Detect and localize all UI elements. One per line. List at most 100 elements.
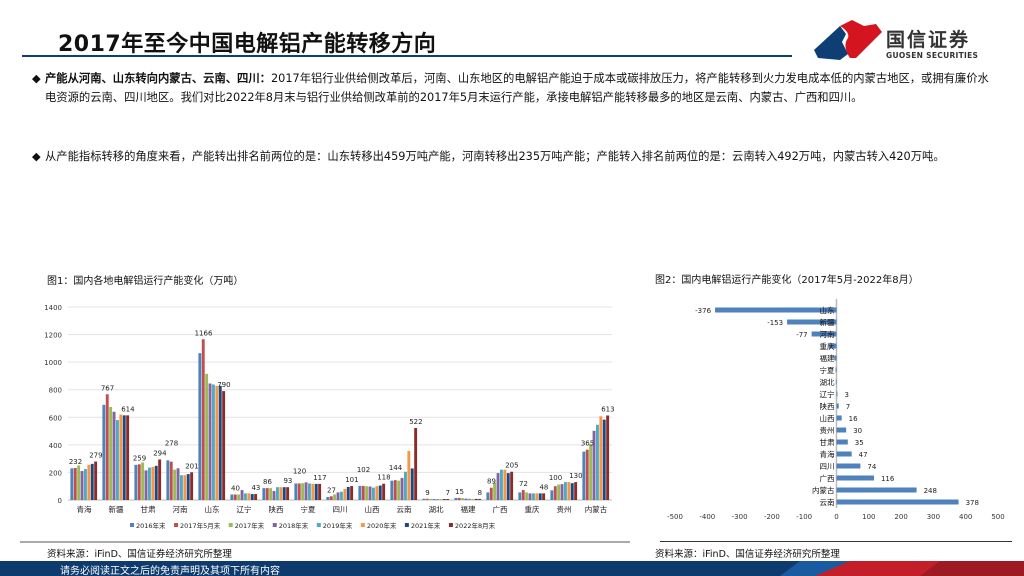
bar-2017年末 xyxy=(333,494,337,500)
bar-2016年末 xyxy=(422,498,426,500)
bar xyxy=(715,307,837,313)
bar-2017年5月末 xyxy=(585,449,589,500)
bar-2021年末 xyxy=(378,485,382,500)
data-label: 130 xyxy=(569,472,582,480)
bar-2016年末 xyxy=(486,492,490,500)
bar-2020年末 xyxy=(343,488,347,500)
bar-2016年末 xyxy=(518,492,522,500)
data-label: 522 xyxy=(409,418,422,426)
data-label: 8 xyxy=(478,489,482,497)
bar-2016年末 xyxy=(166,460,170,500)
figure-1-divider xyxy=(20,541,630,543)
bar-2017年末 xyxy=(173,469,177,500)
bar-2017年5月末 xyxy=(73,468,77,500)
bar xyxy=(836,463,861,469)
bar-2022年8月末 xyxy=(158,459,162,500)
y-tick-label: 600 xyxy=(49,414,62,422)
bar-2019年末 xyxy=(148,467,151,500)
bar-2017年末 xyxy=(493,482,497,500)
category-label: 山东 xyxy=(205,504,220,514)
logo-text-en: GUOSEN SECURITIES xyxy=(886,51,979,60)
bar-2020年末 xyxy=(599,416,603,500)
data-label: 35 xyxy=(855,439,864,447)
bar-2020年末 xyxy=(407,450,411,500)
bar-2020年末 xyxy=(183,475,187,500)
legend-swatch xyxy=(448,523,453,527)
category-label: 内蒙古 xyxy=(585,504,608,514)
category-label: 宁夏 xyxy=(301,504,316,514)
y-tick-label: 1000 xyxy=(44,359,62,367)
data-label: 1166 xyxy=(195,329,213,337)
bar-2019年末 xyxy=(564,482,567,500)
legend-swatch xyxy=(404,523,409,527)
bar-2020年末 xyxy=(87,464,91,500)
y-tick-label: 1200 xyxy=(44,332,62,340)
footer-decoration xyxy=(780,561,1024,576)
category-label: 陕西 xyxy=(269,504,284,514)
bar xyxy=(834,355,837,361)
bar-2016年末 xyxy=(294,483,298,500)
data-label: 614 xyxy=(121,405,135,413)
bar-2016年末 xyxy=(358,485,362,500)
y-tick-label: 200 xyxy=(49,469,62,477)
bar-2019年末 xyxy=(276,487,279,500)
bar-2016年末 xyxy=(326,496,330,500)
data-label: 72 xyxy=(519,480,528,488)
data-label: 43 xyxy=(251,484,260,492)
legend-label: 2019年末 xyxy=(323,521,353,530)
category-label: 福建 xyxy=(820,353,835,363)
bar xyxy=(835,367,837,373)
bar-2016年末 xyxy=(230,494,234,500)
category-label: 重庆 xyxy=(525,504,540,514)
bar-2019年末 xyxy=(84,468,87,500)
bar-2019年末 xyxy=(244,493,247,500)
bar-2017年末 xyxy=(365,486,369,500)
bar-2022年8月末 xyxy=(574,482,578,500)
data-label: 7 xyxy=(446,489,450,497)
bar-2016年末 xyxy=(102,404,106,500)
bar-2018年末 xyxy=(80,471,84,500)
data-label: -153 xyxy=(767,319,783,327)
bar-2021年末 xyxy=(250,494,254,500)
data-label: 365 xyxy=(581,440,594,448)
bar-2018年末 xyxy=(368,486,372,500)
bar-2020年末 xyxy=(535,493,539,500)
legend-swatch xyxy=(228,523,233,527)
category-label: 湖北 xyxy=(429,505,444,514)
bar xyxy=(787,319,837,325)
data-label: 232 xyxy=(69,458,82,466)
bar xyxy=(836,487,917,493)
data-label: 294 xyxy=(153,449,167,457)
x-tick-label: 200 xyxy=(894,513,907,521)
figure-2-source: 资料来源：iFinD、国信证券经济研究所整理 xyxy=(655,549,840,560)
bar-2020年末 xyxy=(471,498,475,500)
logo-blue-shape xyxy=(814,26,848,60)
bar-2016年末 xyxy=(390,480,394,500)
category-label: 陕西 xyxy=(820,401,835,411)
category-label: 新疆 xyxy=(820,317,835,327)
bar-2022年8月末 xyxy=(382,483,386,500)
legend-swatch xyxy=(174,523,179,527)
disclaimer-text: 请务必阅读正文之后的免责声明及其项下所有内容 xyxy=(60,566,280,576)
y-tick-label: 1400 xyxy=(44,304,62,312)
bar-2021年末 xyxy=(474,498,478,500)
x-tick-label: -500 xyxy=(667,513,683,521)
data-label: 86 xyxy=(263,478,272,486)
bar-2017年5月末 xyxy=(265,488,269,500)
bar-2017年5月末 xyxy=(105,394,109,500)
category-label: 湖北 xyxy=(820,378,835,387)
data-label: 15 xyxy=(455,488,464,496)
category-label: 山西 xyxy=(365,504,380,514)
figure-2-caption: 图2：国内电解铝运行产能变化（2017年5月-2022年8月） xyxy=(655,275,919,286)
diamond-bullet-icon: ◆ xyxy=(32,72,41,85)
bar-2017年5月末 xyxy=(169,461,173,500)
bar-2022年8月末 xyxy=(190,472,194,500)
page-title: 2017年至今中国电解铝产能转移方向 xyxy=(58,32,437,57)
bar-2020年末 xyxy=(247,493,251,500)
data-label: 102 xyxy=(357,466,370,474)
bar xyxy=(836,451,852,457)
category-label: 青海 xyxy=(820,449,835,459)
bar-2017年5月末 xyxy=(425,498,429,500)
data-label: 40 xyxy=(231,484,240,492)
bar-2017年5月末 xyxy=(233,494,237,500)
